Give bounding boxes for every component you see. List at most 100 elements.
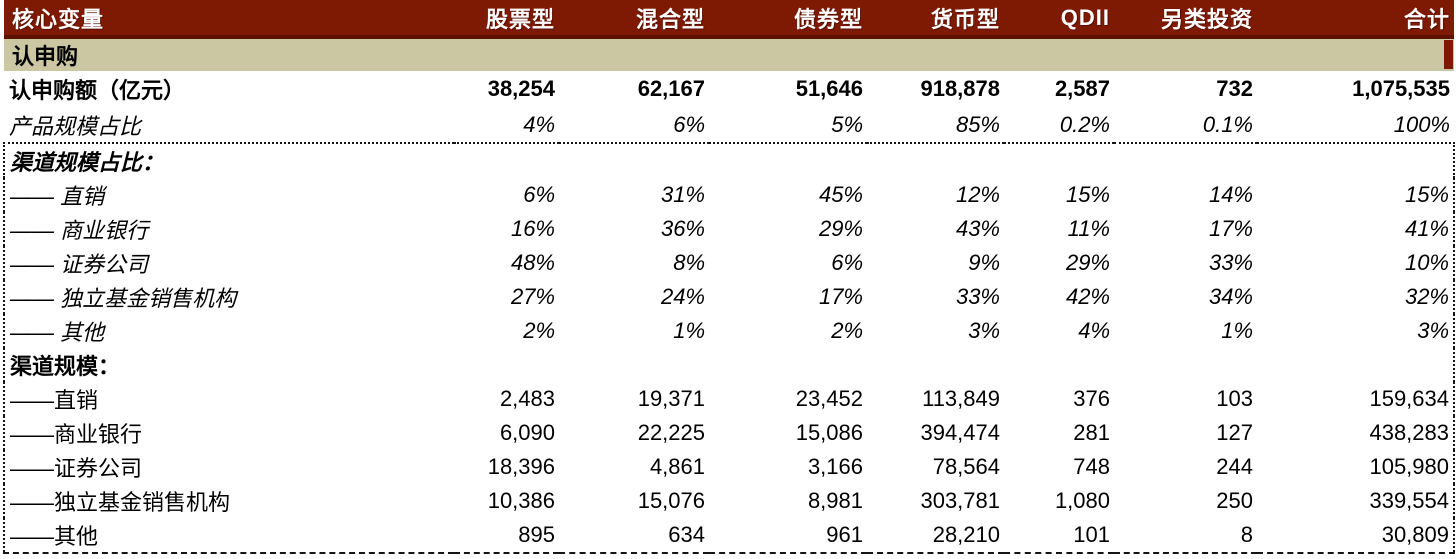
cell-value: 28,210	[932, 522, 1000, 547]
row-label: —— 其他	[10, 320, 105, 345]
table-row: ——商业银行 6,090 22,225 15,086 394,474 281 127 438,…	[4, 416, 1454, 450]
cell-value: 17%	[818, 284, 863, 309]
cell-value	[867, 143, 1004, 178]
cell-value: 895	[518, 522, 555, 547]
cell-value: 15%	[1065, 182, 1110, 207]
row-label: 认申购额（亿元）	[9, 78, 186, 103]
table-row: —— 其他 2% 1% 2% 3% 4% 1% 3%	[4, 314, 1454, 348]
cell-value	[867, 348, 1004, 382]
header-row: 核心变量 股票型 混合型 债券型 货币型 QDII 另类投资 合计	[4, 0, 1454, 39]
cell-value: 3,166	[807, 454, 863, 479]
cell-value: 16%	[510, 216, 555, 241]
cell-value	[1257, 348, 1454, 382]
cell-value: 127	[1216, 420, 1253, 445]
cell-value: 3%	[968, 318, 1000, 343]
section-band-label: 认申购	[4, 37, 454, 71]
cell-value: 244	[1216, 454, 1253, 479]
cell-value: 961	[826, 522, 863, 547]
cell-value: 45%	[818, 182, 863, 207]
channel-rows-dotted-box: 渠道规模占比： —— 直销 6% 31% 45% 12% 15% 14% 15% —— 商业银行 1…	[4, 143, 1454, 553]
cell-value: 18,396	[487, 454, 555, 479]
cell-value	[1114, 143, 1257, 178]
cell-value: 8	[1240, 522, 1253, 547]
cell-value: 12%	[955, 182, 1000, 207]
cell-value: 31%	[660, 182, 705, 207]
table-row: 渠道规模占比：	[4, 143, 1454, 178]
cell-value: 159,634	[1369, 386, 1449, 411]
cell-value: 15,076	[637, 488, 705, 513]
cell-value: 42%	[1065, 284, 1110, 309]
cell-value: 38,254	[487, 76, 555, 101]
cell-value: 0.2%	[1059, 111, 1110, 137]
table-row: 产品规模占比 4% 6% 5% 85% 0.2% 0.1% 100%	[4, 107, 1454, 143]
row-label: —— 证券公司	[10, 252, 149, 277]
subscription-rows: 认申购额（亿元） 38,254 62,167 51,646 918,878 2,587 73…	[4, 71, 1454, 143]
table-row: —— 商业银行 16% 36% 29% 43% 11% 17% 41%	[4, 212, 1454, 246]
cell-value: 29%	[1065, 250, 1110, 275]
cell-value: 376	[1073, 386, 1110, 411]
cell-value: 732	[1216, 76, 1253, 101]
cell-value: 34%	[1208, 284, 1253, 309]
cell-value	[1004, 348, 1114, 382]
row-label: ——独立基金销售机构	[10, 490, 231, 515]
cell-value: 8,981	[807, 488, 863, 513]
cell-value: 11%	[1067, 216, 1110, 241]
cell-value: 339,554	[1369, 488, 1449, 513]
column-header-hybrid: 混合型	[559, 0, 709, 39]
table-row: ——证券公司 18,396 4,861 3,166 78,564 748 244 105,98…	[4, 450, 1454, 484]
table-row: ——直销 2,483 19,371 23,452 113,849 376 103 159,63…	[4, 382, 1454, 416]
cell-value: 4%	[523, 111, 555, 137]
cell-value: 0.1%	[1202, 111, 1253, 137]
column-header-qdii: QDII	[1004, 0, 1114, 39]
cell-value: 1%	[673, 318, 705, 343]
row-label: ——直销	[10, 388, 99, 413]
table-row: ——其他 895 634 961 28,210 101 8 30,809	[4, 518, 1454, 553]
cell-value: 10%	[1404, 250, 1449, 275]
table-row: —— 独立基金销售机构 27% 24% 17% 33% 42% 34% 32%	[4, 280, 1454, 314]
cell-value: 103	[1216, 386, 1253, 411]
cell-value: 1,080	[1054, 488, 1110, 513]
cell-value: 43%	[955, 216, 1000, 241]
table-row: ——独立基金销售机构 10,386 15,076 8,981 303,781 1,080 2…	[4, 484, 1454, 518]
row-label: 渠道规模占比：	[10, 150, 165, 175]
cell-value: 748	[1073, 454, 1110, 479]
cell-value: 394,474	[920, 420, 1000, 445]
cell-value: 6%	[831, 250, 863, 275]
table-row: —— 证券公司 48% 8% 6% 9% 29% 33% 10%	[4, 246, 1454, 280]
column-header-alternative: 另类投资	[1114, 0, 1257, 39]
cell-value: 6,090	[499, 420, 555, 445]
table-row: 认申购额（亿元） 38,254 62,167 51,646 918,878 2,587 73…	[4, 71, 1454, 107]
cell-value: 48%	[510, 250, 555, 275]
cell-value: 3%	[1417, 318, 1449, 343]
cell-value: 15,086	[795, 420, 863, 445]
cell-value: 32%	[1404, 284, 1449, 309]
cell-value: 634	[668, 522, 705, 547]
column-header-bond: 债券型	[709, 0, 867, 39]
header-right-accent	[1444, 40, 1453, 69]
section-band-filler	[454, 37, 1454, 71]
cell-value: 51,646	[795, 76, 863, 101]
cell-value	[559, 143, 709, 178]
cell-value: 62,167	[637, 76, 705, 101]
row-label: —— 直销	[10, 184, 105, 209]
cell-value: 2%	[831, 318, 863, 343]
cell-value: 6%	[523, 182, 555, 207]
column-header-core-variable: 核心变量	[4, 0, 454, 39]
cell-value: 918,878	[920, 76, 1000, 101]
fund-sales-table: 核心变量 股票型 混合型 债券型 货币型 QDII 另类投资 合计 认申购 认申…	[3, 0, 1455, 554]
section-band: 认申购	[4, 37, 1454, 71]
cell-value	[1004, 143, 1114, 178]
cell-value: 4,861	[649, 454, 705, 479]
cell-value: 10,386	[487, 488, 555, 513]
cell-value	[454, 143, 559, 178]
cell-value	[454, 348, 559, 382]
row-label: 产品规模占比	[9, 113, 142, 139]
cell-value: 17%	[1208, 216, 1253, 241]
cell-value: 8%	[673, 250, 705, 275]
cell-value: 105,980	[1369, 454, 1449, 479]
cell-value: 15%	[1404, 182, 1449, 207]
cell-value	[709, 143, 867, 178]
section-band-row: 认申购	[4, 37, 1454, 71]
cell-value: 5%	[831, 111, 863, 137]
